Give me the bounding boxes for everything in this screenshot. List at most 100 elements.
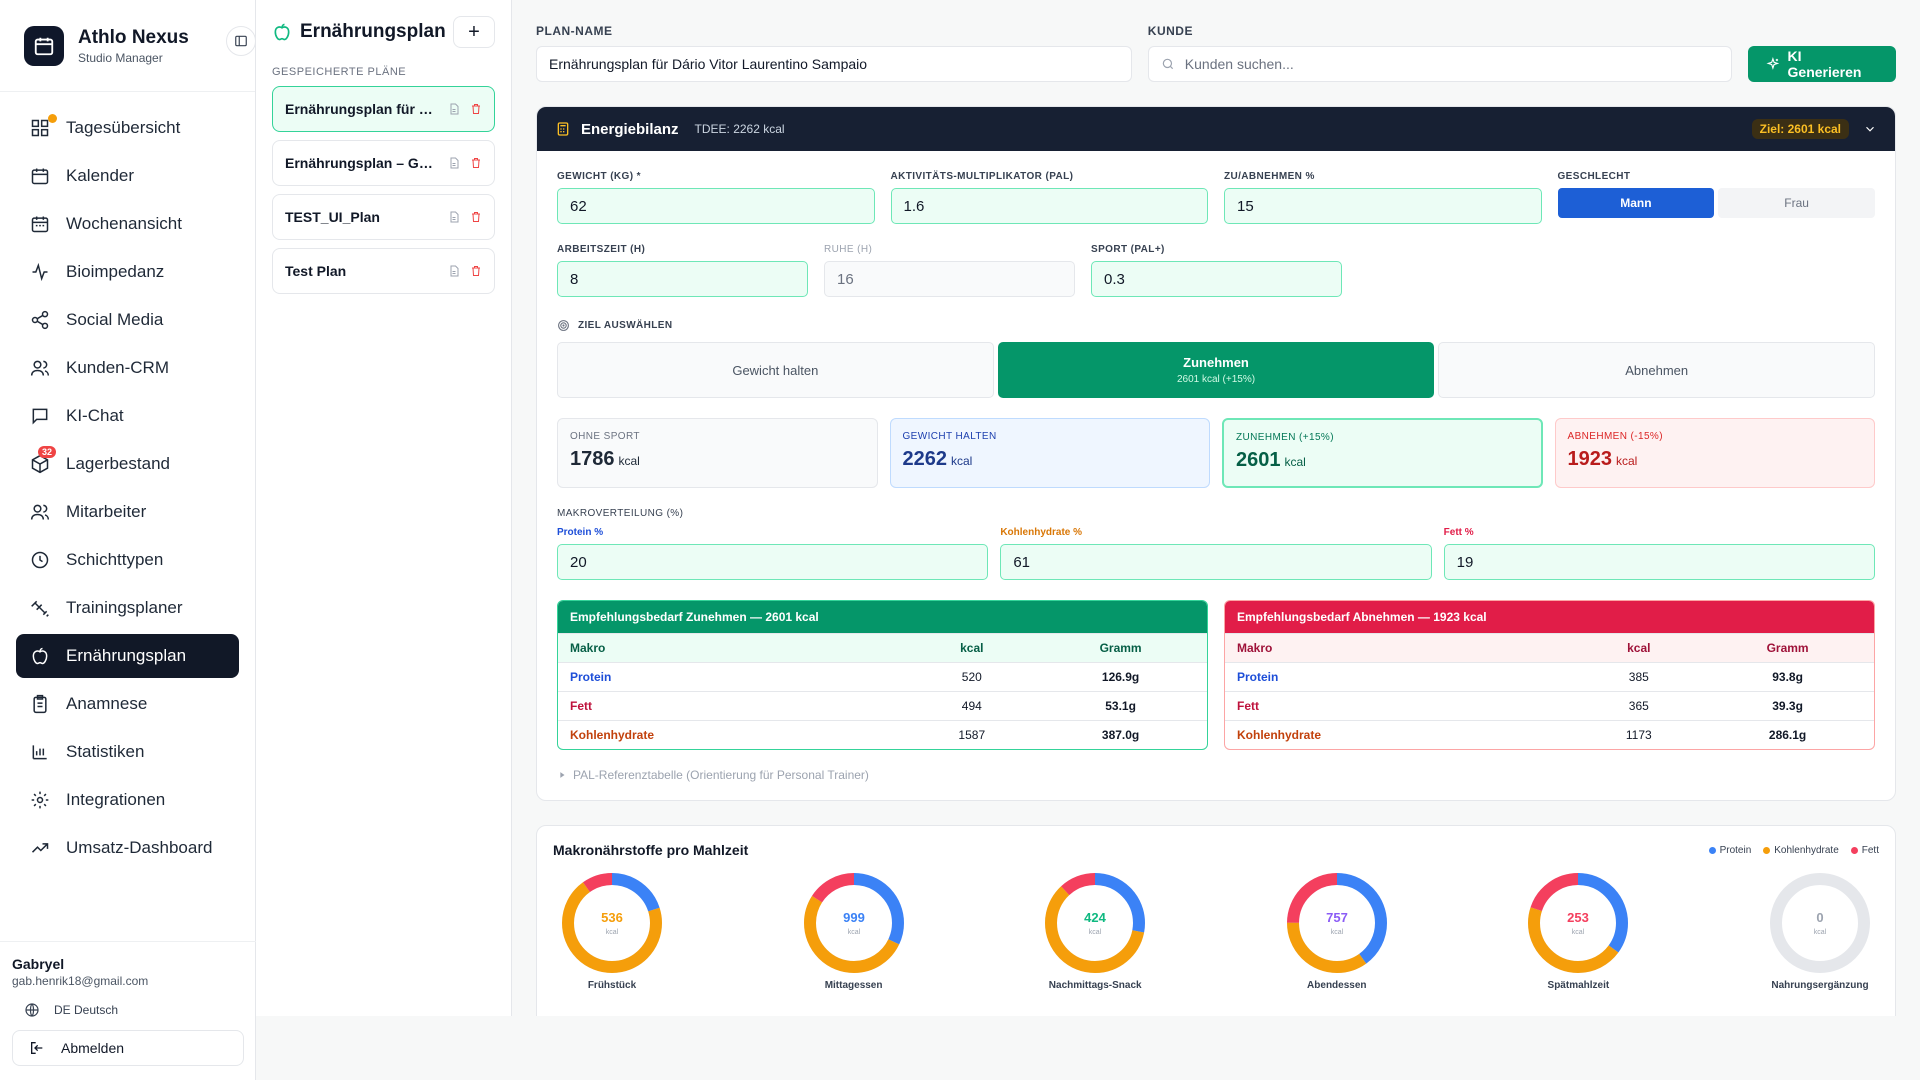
- clipboard-icon: [33, 694, 47, 714]
- energy-header[interactable]: Energiebilanz TDEE: 2262 kcal Ziel: 2601…: [537, 107, 1895, 151]
- weight-label: GEWICHT (KG) *: [557, 171, 641, 182]
- trash-icon[interactable]: [470, 103, 482, 115]
- sex-label: GESCHLECHT: [1557, 171, 1631, 182]
- goal-maintain-button[interactable]: Gewicht halten: [557, 342, 994, 398]
- pal-input[interactable]: 1.6: [890, 188, 1208, 224]
- sex-male-button[interactable]: Mann: [1557, 188, 1715, 218]
- lose-recommendation-table: Empfehlungsbedarf Abnehmen — 1923 kcal M…: [1224, 600, 1875, 750]
- donut-segment-fat: [1045, 873, 1146, 973]
- plan-item[interactable]: TEST_UI_Plan: [272, 194, 495, 240]
- plan-name-label: PLAN-NAME: [536, 24, 613, 38]
- nav-item-trainingsplaner[interactable]: Trainingsplaner: [16, 586, 239, 630]
- legend-label: Kohlenhydrate: [1774, 844, 1839, 856]
- meal-donut: 253 kcal Spätmahlzeit: [1523, 870, 1633, 991]
- table-header-row: Makro kcal Gramm: [558, 633, 1207, 662]
- carbs-percent-input[interactable]: 61: [1000, 544, 1432, 580]
- donut-chart: 757 kcal: [1286, 873, 1387, 973]
- macro-gram: 387.0g: [1101, 728, 1140, 742]
- col-kcal: kcal: [960, 641, 984, 655]
- protein-percent-input[interactable]: 20: [557, 544, 989, 580]
- col-kcal: kcal: [1627, 641, 1651, 655]
- nav-item-kalender[interactable]: Kalender: [16, 154, 239, 198]
- nav-item-anamnese[interactable]: Anamnese: [16, 682, 239, 726]
- goal-gain-button[interactable]: Zunehmen 2601 kcal (+15%): [997, 342, 1435, 398]
- pal-label: AKTIVITÄTS-MULTIPLIKATOR (PAL): [890, 171, 1074, 182]
- meal-name: Frühstück: [587, 980, 637, 991]
- meal-donut-charts: 536 kcal Frühstück 999 kcal Mittagessen 424 kca…: [553, 870, 1879, 991]
- table-row: Protein 520 126.9g: [558, 662, 1207, 691]
- donut-chart: 536 kcal: [562, 873, 662, 973]
- macro-gram: 39.3g: [1772, 699, 1803, 713]
- dashboard-icon: [31, 119, 49, 137]
- kcal-maintain: GEWICHT HALTEN 2262 kcal: [889, 418, 1210, 488]
- trash-icon[interactable]: [470, 265, 482, 277]
- table-header-row: Makro kcal Gramm: [1225, 633, 1874, 662]
- file-icon[interactable]: [448, 265, 460, 277]
- nav-item-ki-chat[interactable]: KI-Chat: [16, 394, 239, 438]
- chevron-down-icon[interactable]: [1863, 122, 1877, 136]
- plan-header-row: PLAN-NAME Ernährungsplan für Dário Vitor…: [536, 0, 1896, 82]
- nav-label: Lagerbestand: [66, 454, 170, 473]
- recommendation-tables: Empfehlungsbedarf Zunehmen — 2601 kcal M…: [557, 600, 1875, 750]
- nav-item-bioimpedanz[interactable]: Bioimpedanz: [16, 250, 239, 294]
- plans-title-text: Ernährungsplan: [300, 21, 446, 42]
- nav-item-statistiken[interactable]: Statistiken: [16, 730, 239, 774]
- nav-item-lagerbestand[interactable]: 32 Lagerbestand: [16, 442, 239, 486]
- change-percent-input[interactable]: 15: [1224, 188, 1542, 224]
- apple-icon: [274, 23, 290, 41]
- brand-name: Athlo Nexus: [78, 26, 189, 48]
- sex-female-button[interactable]: Frau: [1718, 188, 1875, 218]
- customer-placeholder: Kunden suchen...: [1184, 56, 1294, 72]
- file-icon[interactable]: [448, 211, 460, 223]
- file-icon[interactable]: [448, 157, 460, 169]
- table-row: Fett 365 39.3g: [1225, 691, 1874, 720]
- donut-kcal-value: 757: [1326, 910, 1348, 925]
- customer-search-input[interactable]: Kunden suchen...: [1147, 46, 1732, 82]
- calendar-icon: [31, 168, 49, 185]
- nav-item-tagesuebersicht[interactable]: Tagesübersicht: [16, 106, 239, 150]
- pal-reference-toggle[interactable]: PAL-Referenztabelle (Orientierung für Pe…: [557, 768, 1875, 782]
- language-switcher[interactable]: DE Deutsch: [24, 1002, 244, 1018]
- plan-item[interactable]: Ernährungsplan – Gabryel: [272, 140, 495, 186]
- goal-label: Gewicht halten: [732, 362, 819, 378]
- donut-unit: kcal: [606, 929, 619, 936]
- plan-item[interactable]: Test Plan: [272, 248, 495, 294]
- trash-icon[interactable]: [470, 211, 482, 223]
- main-nav: Tagesübersicht Kalender Wochenansicht Bi…: [0, 92, 255, 888]
- kcal-box-value: 1786: [570, 448, 615, 470]
- ki-generate-button[interactable]: KI Generieren: [1747, 46, 1896, 82]
- macro-kcal: 365: [1628, 699, 1649, 713]
- calendar-week-icon: [31, 216, 49, 233]
- nav-item-schichttypen[interactable]: Schichttypen: [16, 538, 239, 582]
- plan-item[interactable]: Ernährungsplan für Dário Vitor Laurentin…: [272, 86, 495, 132]
- nav-item-integrationen[interactable]: Integrationen: [16, 778, 239, 822]
- users-icon: [30, 504, 50, 520]
- weight-input[interactable]: 62: [557, 188, 875, 224]
- donut-segment-fat: [1528, 873, 1629, 973]
- nav-item-wochenansicht[interactable]: Wochenansicht: [16, 202, 239, 246]
- sport-input[interactable]: 0.3: [1091, 261, 1342, 297]
- clock-icon: [31, 551, 49, 569]
- gain-recommendation-table: Empfehlungsbedarf Zunehmen — 2601 kcal M…: [557, 600, 1208, 750]
- nav-item-ernaehrungsplan[interactable]: Ernährungsplan: [16, 634, 239, 678]
- users-icon: [30, 360, 50, 376]
- logout-button[interactable]: Abmelden: [12, 1030, 244, 1066]
- collapse-sidebar-button[interactable]: [226, 26, 256, 56]
- nav-item-social-media[interactable]: Social Media: [16, 298, 239, 342]
- search-icon: [1162, 58, 1173, 70]
- fat-percent-input[interactable]: 19: [1443, 544, 1875, 580]
- donut-segment-carbs: [1286, 873, 1387, 973]
- nav-item-kunden-crm[interactable]: Kunden-CRM: [16, 346, 239, 390]
- nav-item-umsatz-dashboard[interactable]: Umsatz-Dashboard: [16, 826, 239, 870]
- goal-lose-button[interactable]: Abnehmen: [1438, 342, 1876, 398]
- add-plan-button[interactable]: +: [453, 16, 495, 48]
- work-hours-input[interactable]: 8: [557, 261, 808, 297]
- nav-label: Mitarbeiter: [66, 502, 147, 521]
- nav-item-mitarbeiter[interactable]: Mitarbeiter: [16, 490, 239, 534]
- apple-icon: [32, 647, 48, 665]
- trash-icon[interactable]: [470, 157, 482, 169]
- sparkles-icon: [1766, 57, 1780, 70]
- file-icon[interactable]: [448, 103, 460, 115]
- nav-label: Integrationen: [66, 790, 166, 809]
- plan-name-input[interactable]: Ernährungsplan für Dário Vitor Laurentin…: [536, 46, 1132, 82]
